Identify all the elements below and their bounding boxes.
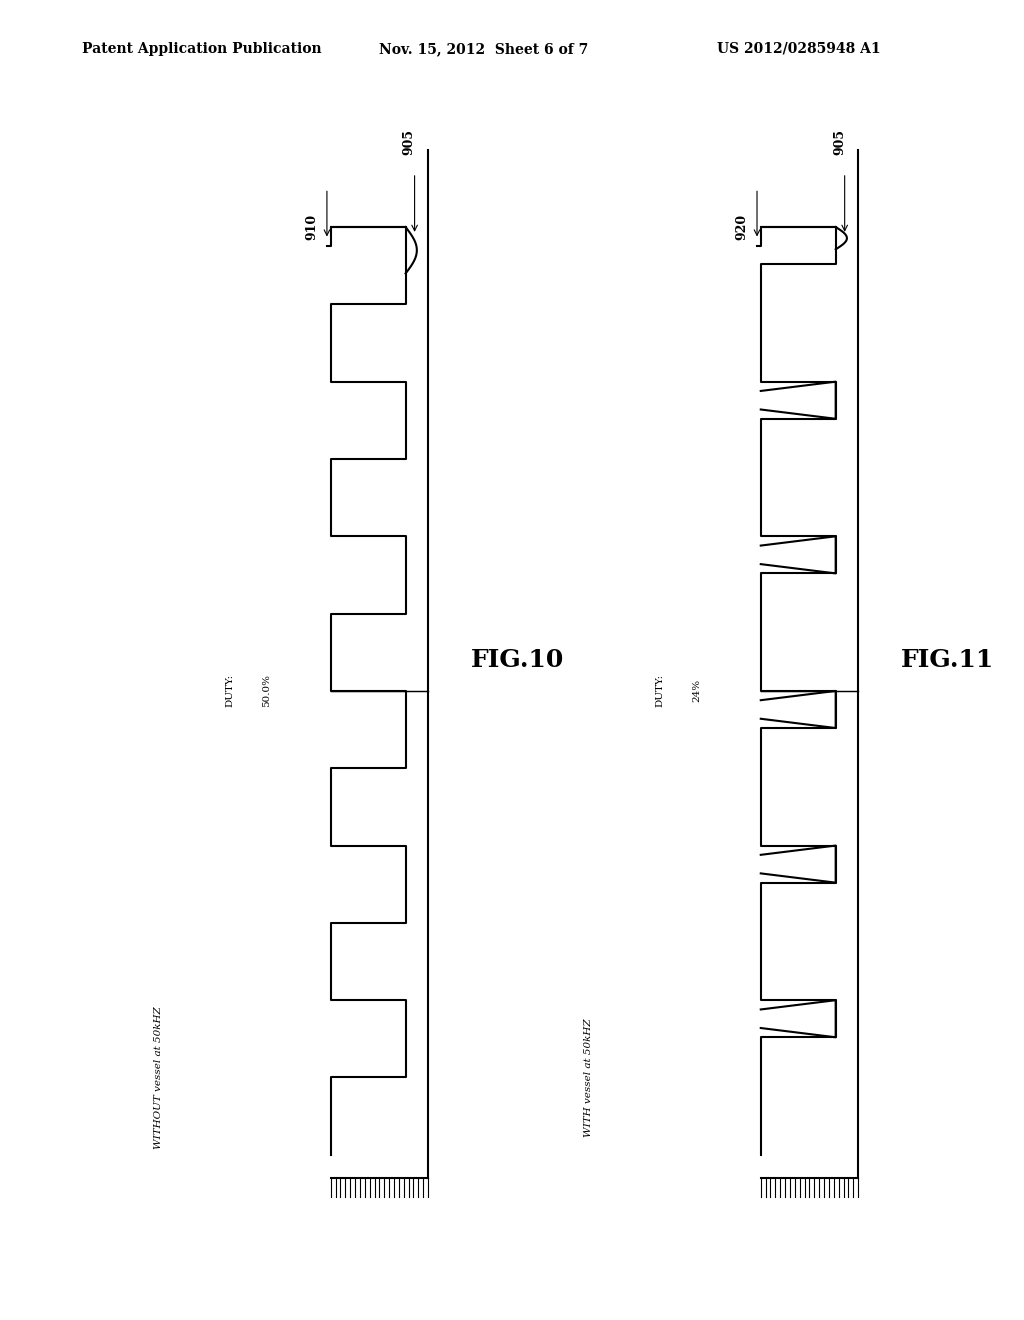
Text: WITH vessel at 50kHZ: WITH vessel at 50kHZ	[584, 1018, 593, 1137]
Text: 920: 920	[735, 214, 749, 240]
Text: FIG.11: FIG.11	[901, 648, 994, 672]
Text: 24%: 24%	[692, 680, 701, 702]
Text: FIG.10: FIG.10	[471, 648, 564, 672]
Text: WITHOUT vessel at 50kHZ: WITHOUT vessel at 50kHZ	[154, 1006, 163, 1148]
Text: US 2012/0285948 A1: US 2012/0285948 A1	[717, 42, 881, 55]
Text: 905: 905	[833, 129, 846, 154]
Text: 50.0%: 50.0%	[262, 675, 271, 708]
Text: Patent Application Publication: Patent Application Publication	[82, 42, 322, 55]
Text: 905: 905	[402, 129, 416, 154]
Text: DUTY:: DUTY:	[225, 675, 234, 708]
Text: Nov. 15, 2012  Sheet 6 of 7: Nov. 15, 2012 Sheet 6 of 7	[379, 42, 588, 55]
Text: DUTY:: DUTY:	[655, 675, 665, 708]
Text: 910: 910	[305, 214, 318, 240]
